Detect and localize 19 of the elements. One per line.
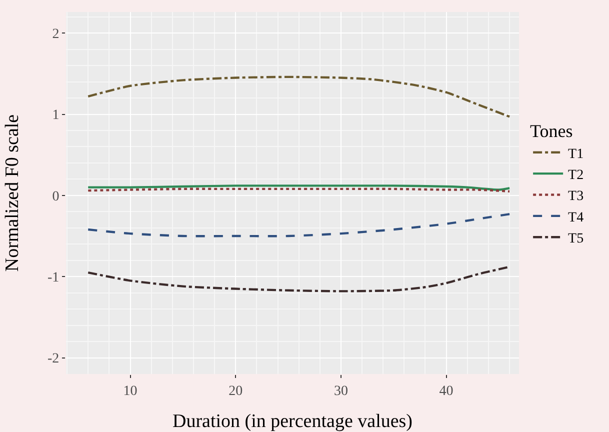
x-tick-label: 20 (228, 384, 243, 399)
x-tick-label: 10 (123, 384, 138, 399)
x-tick-label: 40 (439, 384, 454, 399)
legend-label: T5 (568, 232, 584, 247)
y-axis-title: Normalized F0 scale (2, 114, 23, 272)
y-tick-label: 2 (52, 27, 60, 42)
x-axis-title: Duration (in percentage values) (172, 411, 413, 432)
legend-title: Tones (530, 120, 573, 141)
line-series (87, 213, 511, 238)
legend-label: T4 (568, 210, 584, 226)
legend-label: T3 (568, 189, 584, 204)
line-series (87, 76, 511, 118)
legend-label: T2 (568, 168, 584, 184)
y-tick-label: 1 (52, 108, 60, 124)
y-tick-label: 0 (52, 189, 60, 204)
x-tick-label: 30 (334, 384, 348, 399)
y-tick-label: -2 (48, 352, 60, 367)
y-tick-label: -1 (48, 270, 60, 286)
legend-label: T1 (568, 146, 584, 162)
